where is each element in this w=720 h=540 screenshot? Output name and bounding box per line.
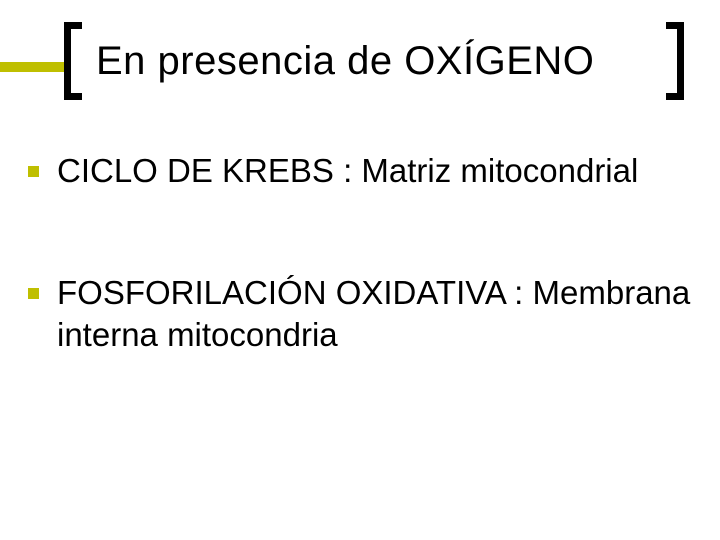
list-item: FOSFORILACIÓN OXIDATIVA : Membrana inter… bbox=[28, 272, 692, 356]
bullet-icon bbox=[28, 166, 39, 177]
bracket-right-holder bbox=[666, 22, 684, 100]
list-item-text: CICLO DE KREBS : Matriz mitocondrial bbox=[57, 150, 638, 192]
body: CICLO DE KREBS : Matriz mitocondrial FOS… bbox=[28, 150, 692, 437]
list-item-text: FOSFORILACIÓN OXIDATIVA : Membrana inter… bbox=[57, 272, 692, 356]
slide-title: En presencia de OXÍGENO bbox=[96, 39, 594, 84]
bracket-left-icon bbox=[64, 22, 82, 100]
accent-bar bbox=[0, 62, 64, 72]
slide: En presencia de OXÍGENO CICLO DE KREBS :… bbox=[0, 0, 720, 540]
bullet-icon bbox=[28, 288, 39, 299]
title-block: En presencia de OXÍGENO bbox=[64, 22, 594, 100]
list-item: CICLO DE KREBS : Matriz mitocondrial bbox=[28, 150, 692, 192]
bracket-right-icon bbox=[666, 22, 684, 100]
